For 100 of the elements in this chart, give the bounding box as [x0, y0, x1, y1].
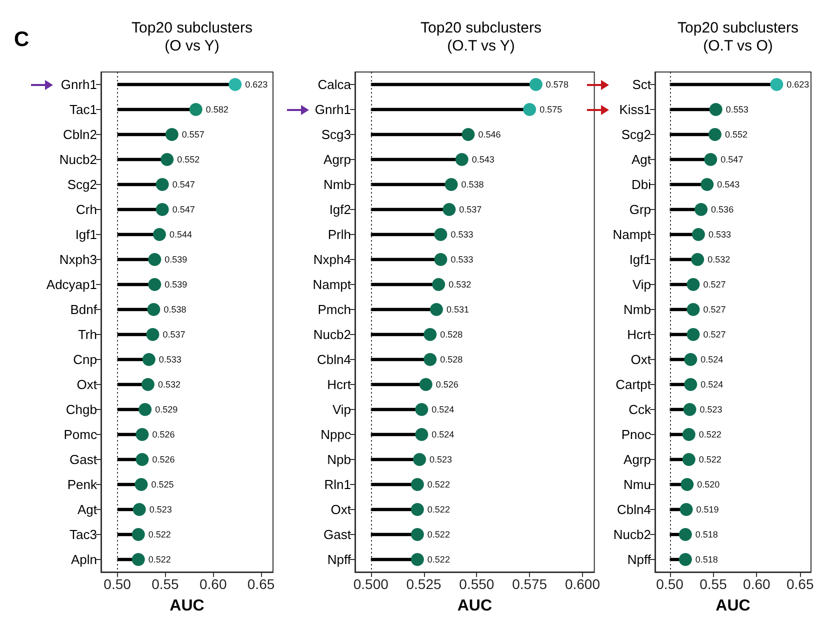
- point: [148, 278, 162, 291]
- x-tick-label: 0.50: [104, 576, 132, 592]
- y-tick-label: Penk: [67, 477, 98, 492]
- data-label: 0.557: [182, 130, 204, 140]
- data-label: 0.523: [149, 504, 172, 514]
- point: [424, 353, 437, 366]
- data-label: 0.522: [148, 530, 171, 540]
- data-label: 0.547: [720, 154, 744, 164]
- x-tick-label: 0.55: [152, 576, 180, 592]
- y-tick-label: Gast: [70, 452, 98, 467]
- y-tick-label: Vip: [632, 277, 651, 292]
- x-tick-label: 0.500: [353, 576, 389, 592]
- point: [686, 328, 700, 341]
- x-tick-label: 0.575: [512, 576, 548, 592]
- point: [142, 353, 156, 366]
- point: [152, 228, 166, 241]
- y-tick-label: Scg3: [321, 127, 351, 142]
- y-tick-label: Nampt: [312, 277, 352, 292]
- point: [189, 103, 202, 116]
- data-label: 0.522: [427, 554, 450, 564]
- x-axis-title: AUC: [457, 598, 492, 614]
- y-tick-label: Cbln2: [63, 127, 97, 142]
- data-label: 0.578: [546, 80, 568, 90]
- data-label: 0.538: [461, 180, 484, 190]
- point: [410, 553, 424, 566]
- data-label: 0.533: [158, 354, 182, 364]
- data-label: 0.532: [158, 380, 180, 390]
- data-label: 0.547: [172, 204, 195, 214]
- data-label: 0.524: [700, 380, 724, 390]
- data-label: 0.522: [698, 430, 722, 440]
- y-tick-label: Npff: [627, 552, 652, 567]
- point: [410, 503, 424, 516]
- point: [709, 103, 722, 116]
- y-tick-label: Nmb: [624, 302, 651, 317]
- point: [680, 503, 693, 516]
- data-label: 0.518: [695, 554, 718, 564]
- point: [165, 128, 178, 141]
- data-label: 0.552: [177, 154, 200, 164]
- y-tick-label: Crh: [76, 202, 97, 217]
- data-label: 0.543: [472, 154, 494, 164]
- y-tick-label: Nampt: [612, 227, 652, 242]
- point: [683, 403, 696, 416]
- data-label: 0.547: [172, 180, 195, 190]
- data-label: 0.522: [427, 480, 450, 490]
- data-label: 0.623: [245, 80, 268, 90]
- point: [156, 203, 169, 216]
- data-label: 0.522: [148, 554, 171, 564]
- point: [462, 128, 475, 141]
- y-tick-label: Rln1: [324, 477, 351, 492]
- point: [680, 478, 694, 491]
- y-tick-label: Nucb2: [613, 527, 651, 542]
- x-axis-title: AUC: [170, 598, 205, 614]
- data-label: 0.582: [206, 104, 228, 114]
- data-label: 0.539: [164, 280, 188, 290]
- point: [160, 153, 174, 166]
- point: [413, 453, 426, 466]
- y-tick-label: Scg2: [67, 177, 97, 192]
- y-tick-label: Gnrh1: [60, 77, 97, 92]
- y-tick-label: Npff: [327, 552, 352, 567]
- point: [444, 178, 458, 191]
- point: [419, 378, 432, 391]
- y-tick-label: Adcyap1: [46, 277, 97, 292]
- data-label: 0.553: [726, 104, 748, 114]
- y-tick-label: Igf1: [629, 252, 651, 267]
- point: [691, 253, 704, 266]
- point: [132, 503, 146, 516]
- y-tick-label: Apln: [70, 552, 97, 567]
- y-tick-label: Agt: [77, 502, 98, 517]
- point: [704, 153, 718, 166]
- point: [136, 428, 149, 441]
- point: [529, 78, 542, 91]
- y-tick-label: Grp: [629, 202, 651, 217]
- y-tick-label: Nucb2: [59, 152, 97, 167]
- y-tick-label: Npb: [327, 452, 351, 467]
- data-label: 0.523: [430, 454, 452, 464]
- point: [770, 78, 784, 91]
- y-tick-label: Hcrt: [627, 327, 652, 342]
- x-tick-label: 0.65: [786, 576, 814, 592]
- point: [432, 278, 446, 291]
- data-label: 0.519: [696, 504, 719, 514]
- x-tick-label: 0.50: [656, 576, 684, 592]
- data-label: 0.546: [478, 130, 501, 140]
- y-tick-label: Chgb: [66, 402, 97, 417]
- data-label: 0.528: [440, 354, 463, 364]
- y-tick-label: Igf2: [329, 202, 351, 217]
- data-label: 0.575: [540, 104, 562, 114]
- y-tick-label: Igf1: [75, 227, 97, 242]
- y-tick-label: Trh: [78, 327, 97, 342]
- point: [141, 378, 154, 391]
- y-tick-label: Nppc: [320, 427, 352, 442]
- point: [228, 78, 242, 91]
- y-tick-label: Vip: [332, 402, 351, 417]
- point: [692, 228, 705, 241]
- data-label: 0.543: [717, 180, 740, 190]
- point: [455, 153, 468, 166]
- y-tick-label: Oxt: [630, 352, 652, 367]
- data-label: 0.544: [169, 230, 192, 240]
- data-label: 0.528: [440, 330, 463, 340]
- point: [684, 353, 698, 366]
- y-tick-label: Cartpt: [616, 377, 652, 392]
